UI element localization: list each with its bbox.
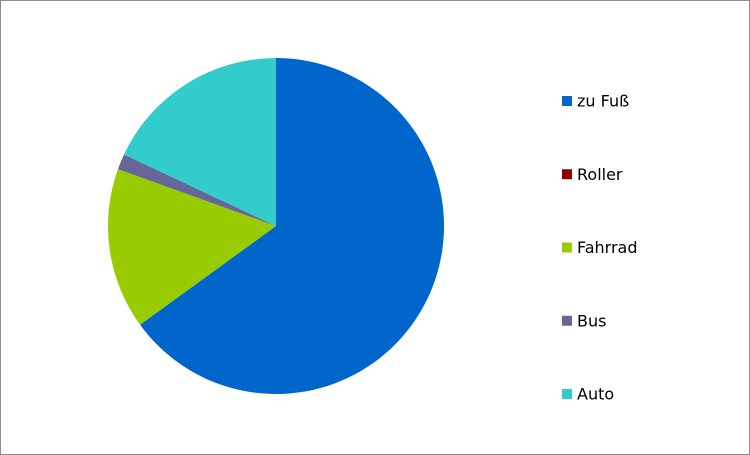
legend-label: Roller (577, 165, 623, 184)
legend-label: Auto (577, 385, 614, 404)
pie-slice (123, 58, 277, 226)
legend-swatch (562, 315, 572, 326)
pie-slice (117, 154, 276, 226)
legend-label: Fahrrad (577, 238, 638, 257)
legend-label: zu Fuß (577, 92, 629, 111)
pie-slice (107, 169, 277, 325)
legend-label: Bus (577, 311, 606, 330)
legend-swatch (562, 242, 572, 253)
pie-slice (140, 58, 444, 394)
legend-swatch (562, 389, 572, 399)
legend-swatch (562, 169, 572, 180)
legend-swatch (562, 96, 572, 106)
